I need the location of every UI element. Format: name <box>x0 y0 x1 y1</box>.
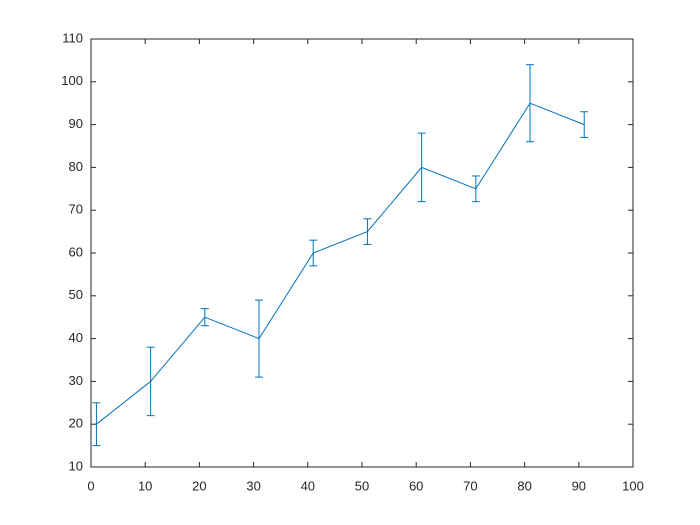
x-tick-label: 90 <box>572 478 586 493</box>
y-tick-label: 100 <box>61 73 83 88</box>
x-tick-label: 50 <box>355 478 369 493</box>
y-tick-label: 80 <box>69 159 83 174</box>
y-tick-label: 10 <box>69 458 83 473</box>
plot-area <box>90 38 634 468</box>
y-tick-label: 70 <box>69 202 83 217</box>
x-tick-label: 0 <box>87 478 94 493</box>
x-tick-label: 80 <box>517 478 531 493</box>
y-tick-label: 60 <box>69 244 83 259</box>
y-tick-label: 30 <box>69 373 83 388</box>
x-tick-label: 100 <box>622 478 644 493</box>
x-tick-label: 10 <box>138 478 152 493</box>
y-tick-label: 40 <box>69 330 83 345</box>
x-tick-label: 40 <box>301 478 315 493</box>
y-tick-label: 20 <box>69 416 83 431</box>
y-tick-label: 110 <box>62 30 83 45</box>
y-tick-label: 50 <box>69 287 83 302</box>
data-line <box>96 102 585 425</box>
x-tick-label: 30 <box>246 478 260 493</box>
x-tick-label: 70 <box>463 478 477 493</box>
y-tick-label: 90 <box>69 116 83 131</box>
x-tick-label: 20 <box>192 478 206 493</box>
x-tick-label: 60 <box>409 478 423 493</box>
